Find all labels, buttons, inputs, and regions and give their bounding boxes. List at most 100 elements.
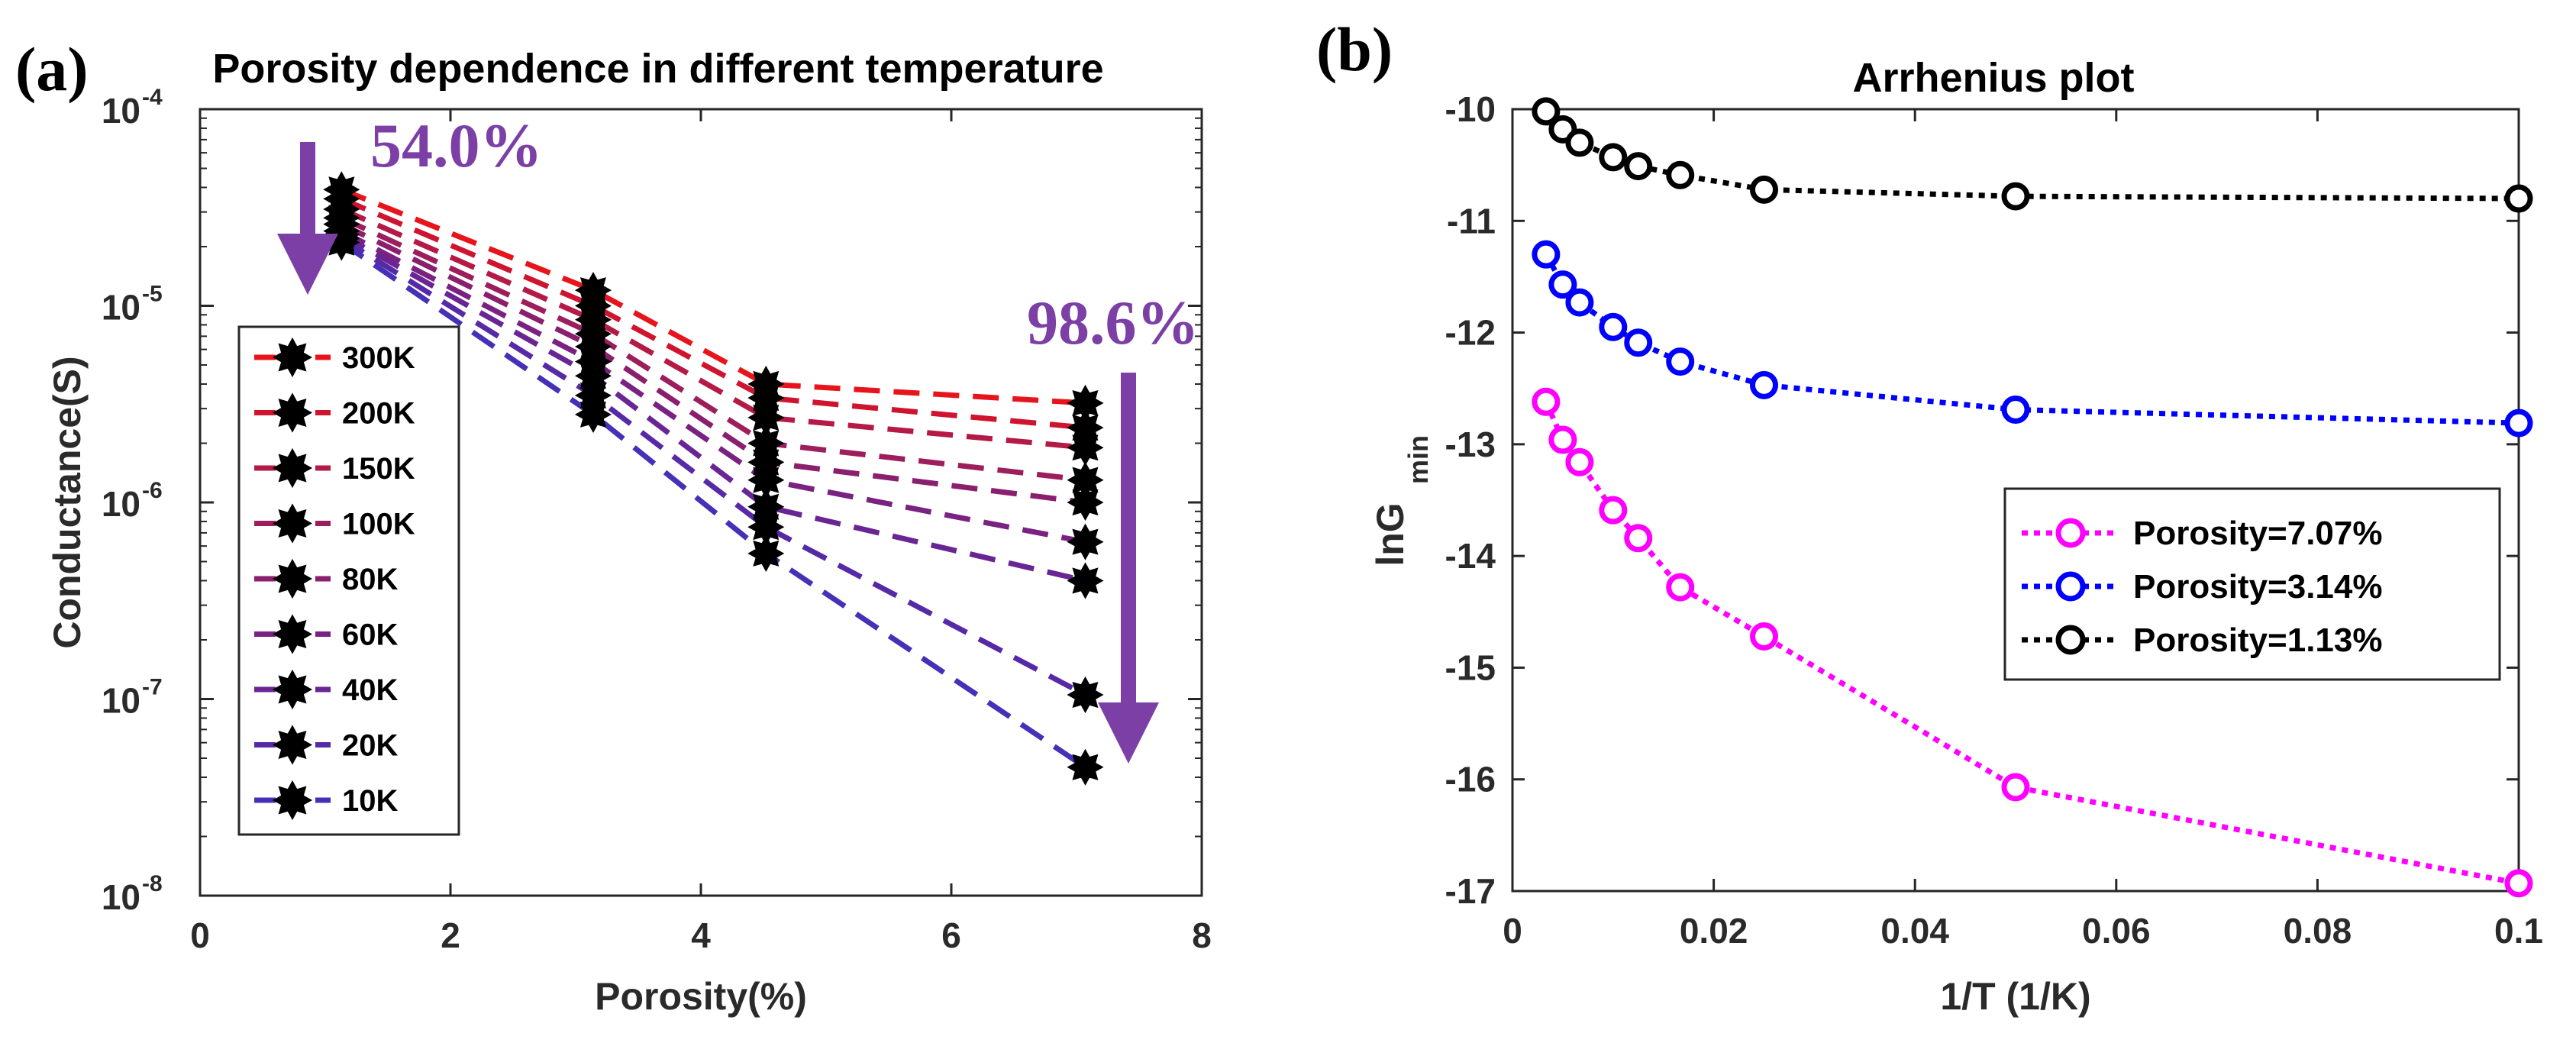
b-point (1624, 152, 1653, 181)
panel-a: (a) Porosity dependence in different tem… (15, 34, 1212, 1018)
panel-a-series-lines (340, 187, 1087, 770)
panel-b-title: Arrhenius plot (1852, 55, 2134, 101)
panel-a-label: (a) (15, 34, 89, 104)
b-y-tick-label: -15 (1445, 647, 1496, 687)
panel-b-series-points (1532, 97, 2533, 898)
panel-a-series-points (323, 171, 1104, 786)
a-legend-marker-300K (272, 337, 313, 378)
b-point (2001, 182, 2030, 211)
panel-a-title: Porosity dependence in different tempera… (212, 46, 1103, 92)
b-legend-label: Porosity=3.14% (2133, 568, 2383, 605)
b-point (2001, 773, 2030, 802)
b-point (1666, 573, 1695, 602)
panel-a-legend: 300K 200K 150K 100K 80K 60K 40K 20K 10K (254, 337, 415, 821)
a-x-tick-label: 8 (1192, 915, 1212, 955)
b-y-tick-label: -13 (1445, 425, 1496, 464)
b-point (1548, 270, 1577, 299)
a-legend-label-100K: 100K (342, 508, 415, 541)
b-point (1565, 447, 1594, 476)
b-legend-label: Porosity=1.13% (2133, 622, 2383, 659)
a-point-10K (323, 224, 360, 261)
panel-b-x-tick-labels: 0 0.02 0.04 0.06 0.08 0.1 (1503, 911, 2543, 951)
a-x-tick-label: 2 (441, 915, 460, 955)
a-point-10K (747, 534, 785, 572)
b-x-tick-label: 0 (1503, 911, 1522, 951)
a-legend-label-20K: 20K (342, 729, 398, 763)
b-point (2504, 869, 2533, 898)
b-legend-marker (2055, 625, 2086, 655)
a-point-40K (1067, 562, 1104, 599)
a-legend-marker-10K (272, 780, 313, 821)
a-x-tick-label: 0 (190, 915, 210, 955)
b-point (1548, 425, 1577, 454)
b-point (1750, 370, 1778, 399)
panel-a-x-tick-labels: 0 2 4 6 8 (190, 915, 1212, 955)
b-legend-marker (2055, 518, 2086, 548)
panel-b-ticks (1511, 108, 2520, 893)
b-point (1599, 312, 1628, 341)
b-x-tick-label: 0.06 (2082, 911, 2151, 951)
b-x-tick-label: 0.1 (2494, 911, 2543, 951)
a-y-tick-label: 10 (102, 484, 140, 524)
a-point-10K (1067, 748, 1104, 786)
a-series-line-10K (340, 240, 1087, 770)
a-legend-marker-150K (272, 447, 313, 489)
a-series-line-40K (340, 232, 1086, 583)
a-y-tick-exponent: -7 (142, 675, 163, 700)
panel-a-y-axis-label: Conductance(S) (46, 356, 89, 648)
b-point (1624, 328, 1653, 357)
a-y-tick-label: 10 (102, 91, 140, 131)
b-x-tick-label: 0.04 (1880, 911, 1949, 951)
b-point (1532, 240, 1561, 269)
a-x-tick-label: 6 (941, 915, 961, 955)
b-point (1599, 496, 1628, 525)
panel-b-y-tick-labels: -17 -16 -15 -14 -13 -12 -11 -10 (1445, 89, 1496, 911)
a-legend-marker-40K (272, 669, 313, 710)
b-point (1666, 347, 1695, 376)
a-series-line-300K (341, 187, 1086, 406)
b-point (1565, 288, 1594, 317)
annotation-98-percent: 98.6% (1027, 288, 1199, 357)
b-point (2001, 396, 2030, 425)
a-legend-label-60K: 60K (342, 618, 398, 652)
a-point-60K (1067, 523, 1104, 560)
a-legend-marker-100K (272, 503, 313, 544)
panel-b-y-axis-label-main: lnG (1369, 502, 1412, 566)
a-series-line-80K (340, 221, 1086, 505)
a-legend-marker-200K (272, 392, 313, 433)
panel-b-y-axis-label: lnG min (1369, 435, 1434, 567)
b-y-tick-label: -11 (1447, 201, 1496, 241)
a-series-line-200K (340, 196, 1086, 431)
b-point (2504, 408, 2533, 438)
annotation-54-percent: 54.0% (370, 111, 543, 180)
b-point (1599, 143, 1628, 172)
a-point-10K (574, 396, 612, 433)
a-legend-marker-60K (272, 614, 313, 654)
a-y-tick-label: 10 (102, 681, 140, 721)
b-y-tick-label: -17 (1445, 871, 1496, 911)
a-x-tick-label: 4 (691, 915, 711, 955)
panel-b-legend: Porosity=7.07% Porosity=3.14% Porosity=1.1… (2022, 515, 2383, 659)
a-legend-label-40K: 40K (342, 673, 398, 707)
panel-a-x-axis-label: Porosity(%) (595, 975, 807, 1018)
panel-b-label: (b) (1316, 15, 1393, 84)
a-y-tick-exponent: -5 (142, 282, 163, 307)
b-legend-label: Porosity=7.07% (2133, 515, 2383, 552)
a-legend-label-300K: 300K (342, 341, 415, 375)
b-y-tick-label: -14 (1445, 536, 1496, 576)
a-legend-label-200K: 200K (342, 397, 415, 431)
a-y-tick-exponent: -4 (142, 85, 163, 110)
b-point (1532, 387, 1561, 416)
a-legend-label-80K: 80K (342, 563, 398, 596)
panel-b-x-axis-label: 1/T (1/K) (1940, 975, 2090, 1018)
b-point (1666, 160, 1695, 189)
b-legend-marker (2055, 571, 2086, 602)
a-point-20K (1067, 676, 1104, 714)
a-series-line-60K (340, 228, 1086, 545)
b-point (2504, 184, 2533, 213)
a-y-tick-label: 10 (102, 288, 140, 328)
panel-b: (b) Arrhenius plot -17 -16 -15 -14 -13 -12 -11… (1316, 15, 2543, 1018)
a-y-tick-exponent: -6 (142, 478, 163, 503)
panel-a-ticks (199, 108, 1203, 897)
b-point (1750, 622, 1778, 651)
